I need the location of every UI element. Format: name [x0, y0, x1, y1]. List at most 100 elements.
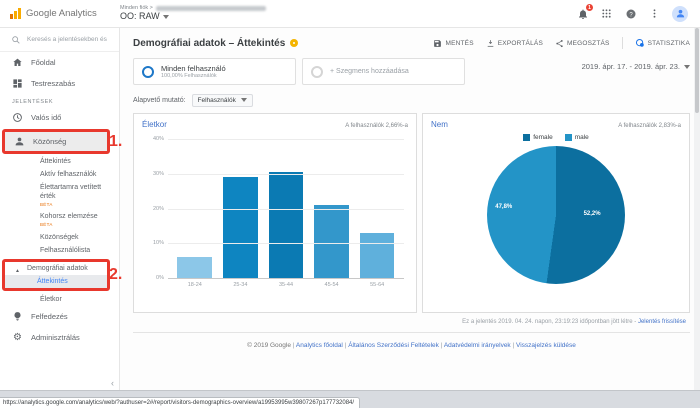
report-main: Demográfiai adatok – Áttekintés MENTÉS E…: [120, 28, 700, 390]
sidebar-item-label: Valós idő: [31, 113, 62, 122]
bar-25-34[interactable]: [223, 177, 258, 278]
legend-label: female: [533, 134, 553, 141]
sidebar-item-lifetime-value[interactable]: Élettartamra vetített érték BÉTA: [0, 181, 119, 210]
caret-down-icon: [240, 98, 247, 102]
age-plot: 40% 30% 20% 10% 0%: [153, 136, 404, 281]
segment-subtitle: 100,00% Felhasználók: [161, 72, 217, 79]
sidebar-item-realtime[interactable]: Valós idő: [0, 107, 119, 128]
age-xlabels: 18-24 25-34 35-44 45-54 55-64: [168, 282, 404, 288]
generated-note-text: Ez a jelentés 2019. 04. 24. napon, 23:19…: [462, 319, 637, 325]
certified-badge-icon: [290, 39, 299, 47]
notifications-button[interactable]: 1: [576, 4, 593, 20]
share-icon: [556, 39, 563, 47]
bell-icon: [578, 9, 587, 19]
footer-link[interactable]: Adatvédelmi irányelvek: [443, 342, 511, 349]
save-icon: [434, 39, 442, 47]
footer-link[interactable]: Visszajelzés küldése: [516, 342, 576, 349]
legend-item-female[interactable]: female: [523, 134, 553, 141]
sidebar-item-demographics-overview[interactable]: Áttekintés: [5, 275, 107, 289]
add-segment-label: + Szegmens hozzáadása: [330, 68, 409, 75]
sidebar-nav: Keresés a jelentésekben és Főoldal Testr…: [0, 28, 122, 390]
add-segment-button[interactable]: + Szegmens hozzáadása: [302, 58, 465, 85]
bar-slot[interactable]: [354, 139, 400, 278]
search-input[interactable]: Keresés a jelentésekben és: [0, 28, 119, 52]
sidebar-item-home[interactable]: Főoldal: [0, 52, 119, 73]
sidebar-item-label: Adminisztrálás: [31, 333, 80, 343]
insights-icon: [635, 38, 644, 47]
sidebar-item-label: Főoldal: [31, 58, 56, 67]
analytics-logo-icon: [10, 8, 21, 19]
sidebar-item-label: Kohorsz elemzése: [40, 213, 98, 221]
sidebar-item-audience[interactable]: Közönség 1.: [2, 129, 122, 154]
beta-badge: BÉTA: [40, 201, 53, 207]
export-button[interactable]: EXPORTÁLÁS: [486, 39, 543, 48]
more-options-button[interactable]: [648, 7, 661, 20]
x-axis-label: 35-44: [278, 282, 294, 288]
bar-45-54[interactable]: [314, 205, 349, 278]
bar-slot[interactable]: [172, 139, 218, 278]
gender-pie[interactable]: [486, 146, 625, 284]
browser-scrollbar[interactable]: [694, 28, 700, 390]
caret-down-icon: [684, 64, 690, 69]
status-url: https://analytics.google.com/analytics/w…: [0, 397, 361, 408]
pie-slice-label-male: 47,8%: [495, 203, 513, 210]
sidebar-item-discover[interactable]: Felfedezés: [0, 306, 119, 327]
account-switcher[interactable]: Minden fiók > OO: RAW: [120, 5, 266, 22]
footer-link[interactable]: Általános Szerződési Feltételek: [348, 342, 439, 349]
annotation-step-2: 2.: [109, 265, 123, 283]
metric-dropdown[interactable]: Felhasználók: [191, 93, 253, 107]
gender-chart-panel: Nem A felhasználók 2,83%-a female male 52…: [421, 113, 690, 313]
scrollbar-thumb[interactable]: [695, 28, 699, 113]
legend-item-male[interactable]: male: [564, 134, 589, 141]
bar-slot[interactable]: [309, 139, 355, 278]
footer-separator: |: [510, 342, 516, 349]
analytics-logo[interactable]: Google Analytics: [0, 8, 120, 19]
segment-ring-icon: [311, 65, 323, 78]
sidebar-item-customization[interactable]: Testreszabás: [0, 73, 119, 94]
age-chart-panel: Életkor A felhasználók 2,66%-a 40% 30% 20%…: [133, 113, 417, 313]
download-icon: [487, 39, 494, 47]
age-bars: [168, 139, 404, 278]
sidebar-item-audiences[interactable]: Közönségek: [40, 233, 79, 241]
sidebar-group-demographics: ▲ Demográfiai adatok Áttekintés 2.: [2, 258, 122, 292]
account-name: OO: RAW: [120, 11, 160, 22]
share-button[interactable]: MEGOSZTÁS: [555, 39, 610, 48]
age-panel-title-link[interactable]: Életkor: [142, 120, 167, 129]
bar-55-64[interactable]: [359, 232, 395, 278]
sidebar-item-audience-overview[interactable]: Áttekintés: [40, 158, 71, 165]
apps-button[interactable]: [600, 7, 613, 20]
sidebar-item-label: Testreszabás: [31, 79, 76, 88]
sidebar-item-cohort[interactable]: Kohorsz elemzése BÉTA: [0, 210, 119, 230]
sidebar-item-demographics[interactable]: ▲ Demográfiai adatok: [5, 262, 107, 276]
search-placeholder: Keresés a jelentésekben és: [27, 36, 107, 43]
footer-link[interactable]: Analytics főoldal: [295, 342, 343, 349]
footer-links: | Analytics főoldal | Általános Szerződé…: [291, 342, 576, 349]
gender-panel-title-link[interactable]: Nem: [430, 120, 448, 129]
beta-badge: BÉTA: [40, 221, 53, 227]
bar-35-44[interactable]: [268, 172, 304, 278]
save-button[interactable]: MENTÉS: [433, 39, 474, 48]
sidebar-item-demographics-age[interactable]: Életkor: [40, 296, 62, 304]
user-avatar[interactable]: [672, 5, 688, 22]
browser-status-bar: https://analytics.google.com/analytics/w…: [0, 390, 700, 408]
segment-all-users[interactable]: Minden felhasználó 100,00% Felhasználók: [133, 58, 296, 85]
insights-button[interactable]: STATISZTIKA: [635, 38, 690, 48]
dashboard-icon: [12, 78, 23, 89]
home-icon: [12, 57, 23, 68]
bar-slot[interactable]: [263, 139, 309, 278]
reports-section-label: JELENTÉSEK: [12, 99, 54, 105]
refresh-report-link[interactable]: Jelentés frissítése: [637, 319, 686, 325]
bar-slot[interactable]: [218, 139, 264, 278]
sidebar-item-active-users[interactable]: Aktív felhasználók: [40, 171, 97, 178]
report-generated-note: Ez a jelentés 2019. 04. 24. napon, 23:19…: [133, 313, 690, 333]
sidebar-item-admin[interactable]: ⚙ Adminisztrálás: [0, 327, 119, 348]
redacted-account-url: [155, 5, 266, 11]
copyright: © 2019 Google: [247, 342, 291, 349]
search-icon: [12, 35, 20, 44]
sidebar-collapse-button[interactable]: ‹: [111, 378, 114, 388]
bar-18-24[interactable]: [177, 257, 213, 278]
sidebar-item-user-explorer[interactable]: Felhasználólista: [40, 246, 91, 254]
help-button[interactable]: ?: [624, 7, 637, 20]
date-range-picker[interactable]: 2019. ápr. 17. - 2019. ápr. 23.: [582, 58, 690, 71]
